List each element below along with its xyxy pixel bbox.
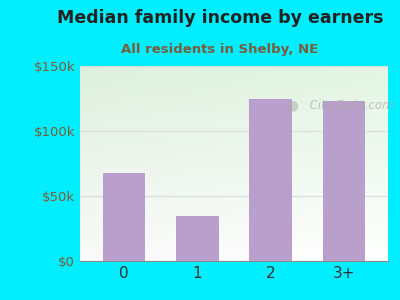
Text: ●: ● xyxy=(286,98,298,112)
Text: City-Data.com: City-Data.com xyxy=(302,98,393,112)
Bar xyxy=(176,215,218,261)
Text: Median family income by earners: Median family income by earners xyxy=(57,9,383,27)
Bar xyxy=(103,172,145,261)
Text: All residents in Shelby, NE: All residents in Shelby, NE xyxy=(121,44,319,56)
Bar xyxy=(323,101,365,261)
Bar xyxy=(250,98,292,261)
